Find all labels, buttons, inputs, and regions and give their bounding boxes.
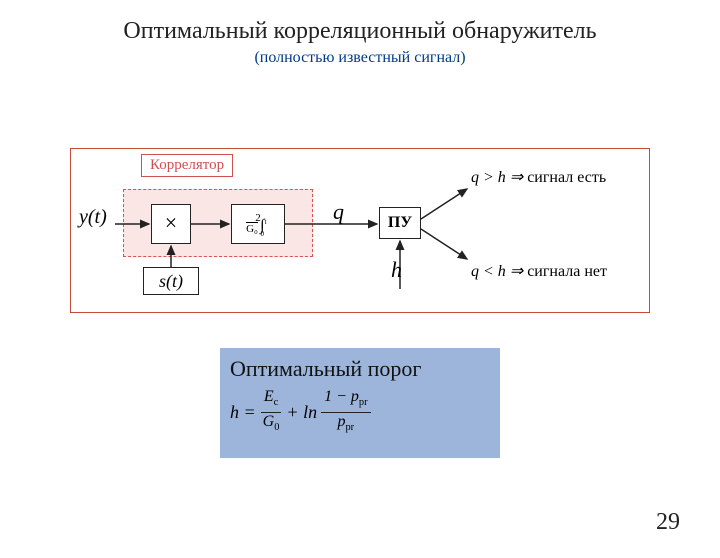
page-title: Оптимальный корреляционный обнаружитель <box>0 18 720 45</box>
cond-top: q > h ⇒ <box>471 169 523 186</box>
q-label: q <box>333 199 344 225</box>
integrator-text: 2 G₀ ∫t0 <box>246 213 270 235</box>
frac2-den: ppr <box>334 413 357 437</box>
text-top: сигнал есть <box>527 169 606 186</box>
output-signal-absent: q < h ⇒ сигнала нет <box>471 261 607 281</box>
multiplier-block: × <box>151 204 191 244</box>
page-subtitle: (полностью известный сигнал) <box>0 49 720 67</box>
page-number: 29 <box>656 509 680 536</box>
integrator-block: 2 G₀ ∫t0 <box>231 204 285 244</box>
h-equals: h = <box>230 402 256 423</box>
frac1-num: Ec <box>261 388 281 413</box>
reference-signal-block: s(t) <box>143 267 199 295</box>
decision-block: ПУ <box>379 207 421 239</box>
cond-bot: q < h ⇒ <box>471 263 523 280</box>
threshold-h-label: h <box>391 257 402 283</box>
optimal-threshold-formula: h = Ec G0 + ln 1 − ppr ppr <box>230 388 490 437</box>
frac2-num: 1 − ppr <box>321 388 370 413</box>
optimal-threshold-title: Оптимальный порог <box>230 356 490 382</box>
plus-ln: + ln <box>286 402 317 423</box>
diagram-container: Коррелятор y(t) × 2 G₀ ∫t0 s(t) q ПУ h q… <box>70 148 650 313</box>
input-signal-label: y(t) <box>79 206 107 229</box>
frac-energy: Ec G0 <box>260 388 283 437</box>
correlator-label: Коррелятор <box>141 154 233 177</box>
frac1-den: G0 <box>260 413 283 437</box>
optimal-threshold-box: Оптимальный порог h = Ec G0 + ln 1 − ppr… <box>220 348 500 458</box>
text-bot: сигнала нет <box>527 263 607 280</box>
frac-prob: 1 − ppr ppr <box>321 388 370 437</box>
output-signal-present: q > h ⇒ сигнал есть <box>471 167 606 187</box>
